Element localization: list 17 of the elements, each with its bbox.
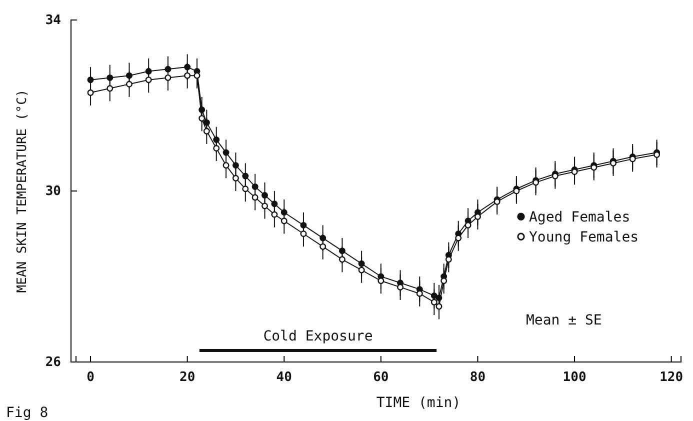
legend-label: Aged Females xyxy=(529,210,630,226)
y-tick-label: 26 xyxy=(45,355,62,370)
legend-label: Young Females xyxy=(529,230,639,246)
caption: Fig 8 xyxy=(6,405,48,421)
x-tick-label: 120 xyxy=(660,370,684,386)
x-tick-label: 80 xyxy=(470,370,486,386)
y-tick-label: 34 xyxy=(45,13,62,28)
x-tick-label: 60 xyxy=(373,370,389,386)
x-tick-label: 40 xyxy=(276,370,292,386)
x-tick-label: 20 xyxy=(179,370,196,386)
x-tick-label: 0 xyxy=(86,370,95,386)
y-axis-title: MEAN SKIN TEMPERATURE (°C) xyxy=(15,89,30,293)
y-tick-label: 30 xyxy=(45,184,62,200)
annotation: Mean ± SE xyxy=(526,312,602,328)
x-axis-title: TIME (min) xyxy=(376,395,461,411)
series-label: Cold Exposure xyxy=(263,328,373,344)
x-tick-label: 100 xyxy=(562,370,586,386)
